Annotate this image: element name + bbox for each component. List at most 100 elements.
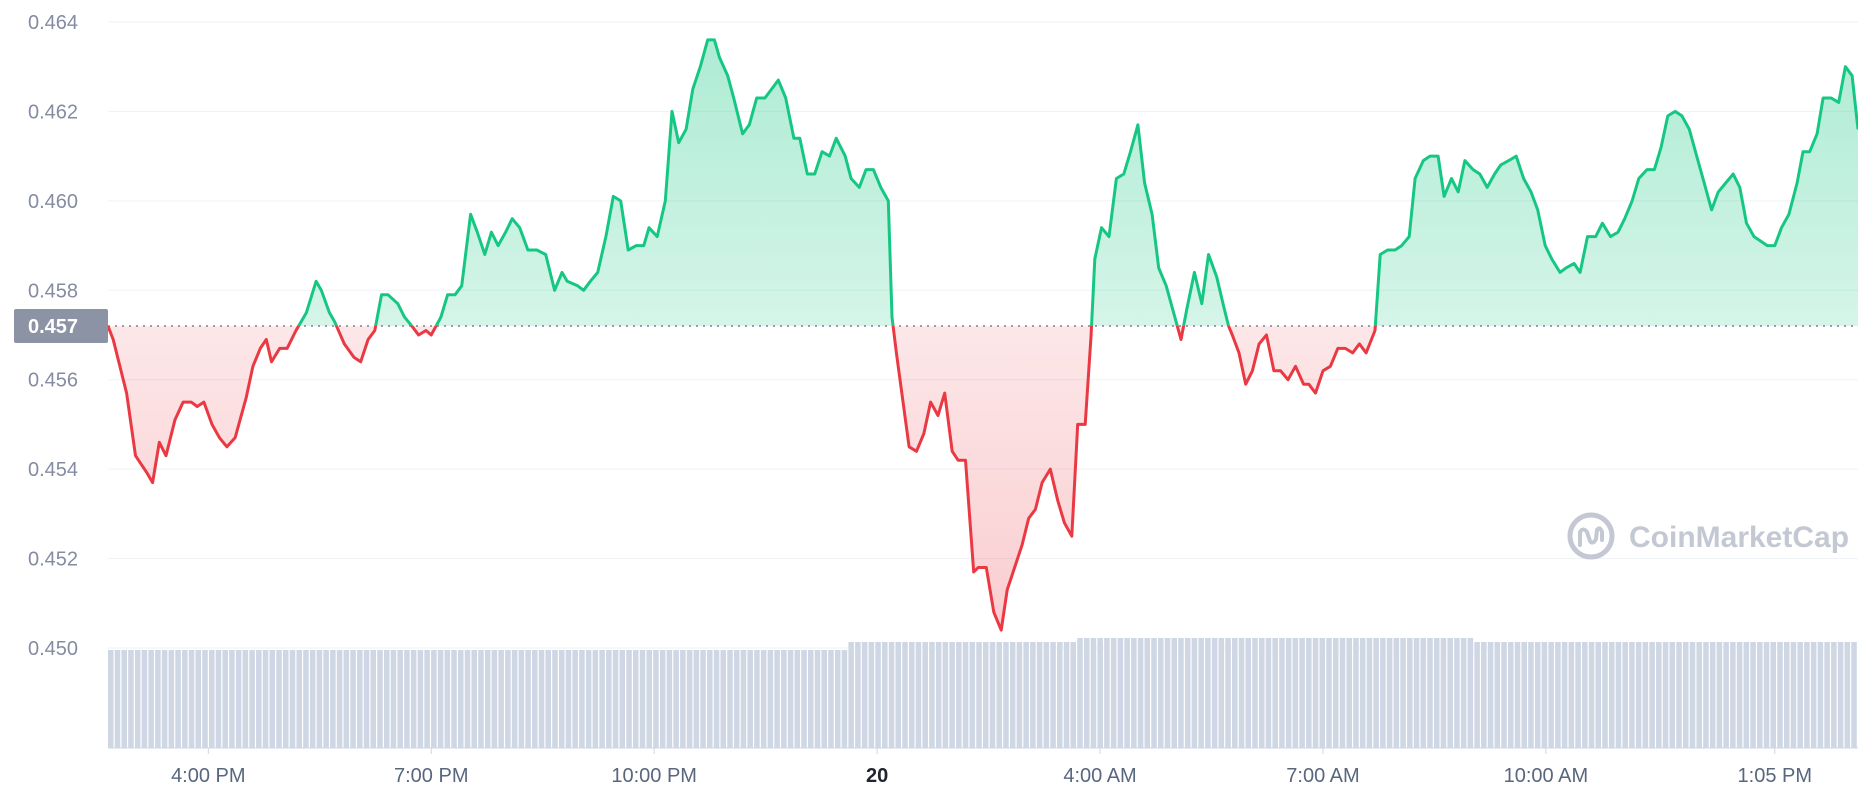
volume-bar — [229, 650, 235, 748]
y-axis: 0.450 0.452 0.454 0.456 0.458 0.460 0.462 0.464 — [28, 12, 78, 660]
volume-bar — [1164, 638, 1171, 748]
volume-bar — [182, 650, 188, 748]
volume-bar — [505, 650, 511, 748]
volume-bar — [1333, 638, 1339, 748]
volume-bar — [1548, 642, 1554, 748]
volume-bar — [1696, 642, 1702, 748]
volume-bar — [1292, 638, 1299, 748]
volume-bar — [464, 650, 471, 748]
volume-bar — [626, 650, 632, 748]
baseline: 0.457 — [14, 309, 1858, 344]
volume-bar — [882, 642, 888, 748]
price-line-up[interactable] — [108, 38, 1858, 630]
y-tick-label: 0.454 — [28, 459, 78, 481]
volume-bar — [404, 650, 410, 748]
volume-bar — [599, 650, 605, 748]
volume-bar — [1413, 638, 1420, 748]
volume-bar — [1218, 638, 1225, 748]
volume-bar — [1629, 642, 1635, 748]
volume-bar — [1386, 638, 1393, 748]
volume-bar — [801, 650, 807, 748]
volume-bar — [686, 650, 693, 748]
volume-bar — [787, 650, 794, 748]
volume-bar — [949, 642, 955, 748]
price-area-down — [108, 326, 1858, 631]
volume-bar — [680, 650, 686, 748]
volume-bar — [1635, 642, 1642, 748]
volume-bar — [1023, 642, 1029, 748]
volume-bar — [296, 650, 302, 748]
y-tick-label: 0.462 — [28, 101, 78, 123]
volume-bar — [1555, 642, 1561, 748]
volume-bar — [585, 650, 592, 748]
watermark: CoinMarketCap — [1567, 512, 1849, 560]
volume-bar — [491, 650, 498, 748]
volume-bar — [572, 650, 578, 748]
volume-bar — [1797, 642, 1803, 748]
volume-bar — [747, 650, 753, 748]
volume-bar — [1211, 638, 1218, 748]
volume-bar — [659, 650, 666, 748]
volume-bar — [841, 650, 848, 748]
volume-bar — [1810, 642, 1817, 748]
baseline-label-box — [14, 309, 108, 344]
volume-bar — [410, 650, 417, 748]
volume-bar — [276, 650, 282, 748]
volume-bar — [545, 650, 552, 748]
volume-bar — [834, 650, 841, 748]
volume-bar — [424, 650, 430, 748]
volume-bar — [1407, 638, 1413, 748]
volume-bar — [208, 650, 215, 748]
volume-bar — [1501, 642, 1507, 748]
volume-bar — [1057, 642, 1063, 748]
volume-bar — [828, 650, 834, 748]
volume-bar — [1252, 638, 1258, 748]
volume-bar — [700, 650, 706, 748]
volume-bar — [1561, 642, 1568, 748]
volume-bar — [363, 650, 370, 748]
volume-bar — [720, 650, 727, 748]
volume-bar — [1494, 642, 1501, 748]
volume-bar — [915, 642, 922, 748]
volume-bar — [283, 650, 289, 748]
volume-bar — [888, 642, 895, 748]
volume-bar — [1804, 642, 1810, 748]
price-area — [108, 39, 1858, 631]
volume-bar — [579, 650, 585, 748]
volume-bar — [1427, 638, 1433, 748]
volume-bar — [1467, 638, 1474, 748]
volume-bar — [1151, 638, 1157, 748]
volume-bar — [956, 642, 962, 748]
volume-bar — [141, 650, 148, 748]
volume-bar — [619, 650, 626, 748]
volume-bar — [929, 642, 935, 748]
volume-bar — [1238, 638, 1245, 748]
volume-bar — [161, 650, 168, 748]
volume-bar — [215, 650, 222, 748]
volume-bar — [1575, 642, 1581, 748]
volume-bar — [969, 642, 976, 748]
price-line[interactable] — [108, 38, 1858, 632]
volume-bar — [1608, 642, 1615, 748]
volume-bar — [437, 650, 444, 748]
volume-bar — [316, 650, 323, 748]
y-tick-label: 0.450 — [28, 638, 78, 660]
volume-bar — [1373, 638, 1379, 748]
price-line-down[interactable] — [108, 40, 1858, 632]
volume-bar — [1622, 642, 1628, 748]
volume-bar — [1770, 642, 1777, 748]
volume-bar — [1743, 642, 1750, 748]
volume-bar — [1009, 642, 1016, 748]
volume-bar — [1703, 642, 1709, 748]
volume-bar — [262, 650, 269, 748]
volume-bar — [653, 650, 659, 748]
y-tick-label: 0.464 — [28, 12, 78, 34]
volume-bar — [1131, 638, 1137, 748]
volume-bar — [1279, 638, 1285, 748]
volume-bar — [202, 650, 208, 748]
volume-bar — [902, 642, 908, 748]
volume-bar — [1837, 642, 1844, 748]
volume-bar — [1090, 638, 1097, 748]
